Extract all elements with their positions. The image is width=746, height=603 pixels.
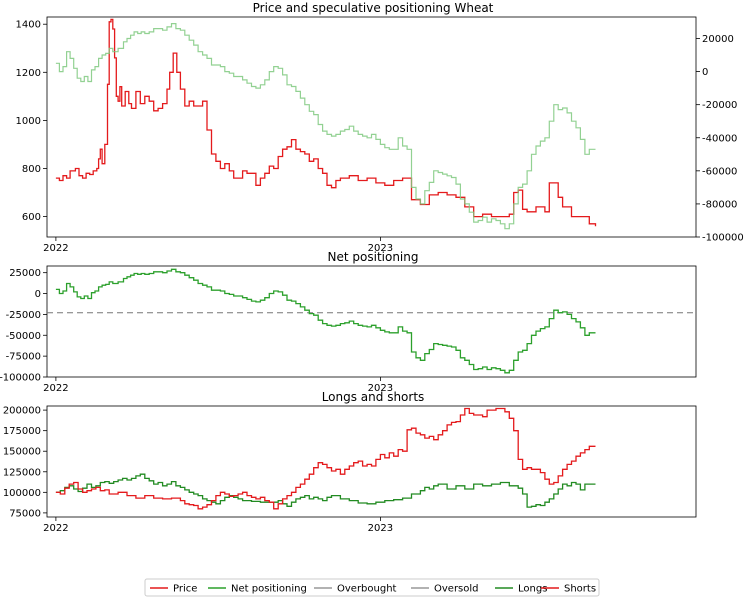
legend-entry-oversold: Oversold [411, 584, 479, 595]
y-tick-label: 1000 [16, 116, 41, 127]
x-tick-label: 2022 [43, 523, 68, 534]
y-tick-label: 25000 [9, 268, 41, 279]
y-tick-label: 800 [22, 164, 41, 175]
y2-tick-label: 20000 [702, 34, 734, 45]
y2-tick-label: -20000 [702, 100, 737, 111]
y-tick-label: 1200 [16, 68, 41, 79]
series-line-net-positioning [55, 268, 596, 374]
y2-axis-ticks: -100000 -80000 -60000 -40000 -20000 0 20000 [696, 34, 744, 244]
y2-tick-label: -60000 [702, 166, 737, 177]
legend: Price Net positioning Overbought Oversold Lo… [144, 578, 600, 597]
y-tick-label: 150000 [3, 447, 41, 458]
chart-longs-shorts: Longs and shorts 75000 100000 125000 150000… [3, 390, 697, 534]
y-tick-label: 600 [22, 212, 41, 223]
y-tick-label: 200000 [3, 406, 41, 417]
x-axis-ticks: 2022 2023 [43, 517, 393, 534]
y-axis-ticks: 75000 100000 125000 150000 175000 200000 [3, 406, 47, 519]
x-tick-label: 2023 [368, 383, 393, 394]
y-tick-label: 1400 [16, 20, 41, 31]
chart-title: Longs and shorts [322, 390, 425, 404]
legend-entry-net-positioning: Net positioning [208, 584, 307, 595]
x-tick-label: 2023 [368, 243, 393, 254]
y2-tick-label: -100000 [702, 233, 744, 244]
y-tick-label: -100000 [0, 373, 41, 384]
legend-entry-shorts: Shorts [541, 584, 596, 595]
series-line-shorts [55, 407, 596, 510]
legend-label: Net positioning [231, 584, 307, 595]
y-tick-label: 0 [35, 289, 41, 300]
chart-net-positioning: Net positioning -100000 -75000 -50000 -2500… [0, 250, 697, 394]
legend-entry-longs: Longs [495, 584, 547, 595]
y-tick-label: 75000 [9, 508, 41, 519]
y2-tick-label: -40000 [702, 133, 737, 144]
legend-label: Shorts [564, 584, 596, 595]
series-line-longs [55, 473, 596, 508]
y-tick-label: -25000 [6, 310, 41, 321]
legend-label: Longs [518, 584, 547, 595]
series-group [55, 268, 596, 374]
y-tick-label: -50000 [6, 331, 41, 342]
y-tick-label: 125000 [3, 467, 41, 478]
legend-frame [144, 578, 600, 597]
chart-title: Net positioning [328, 250, 419, 264]
y-axis-ticks: -100000 -75000 -50000 -25000 0 25000 [0, 268, 47, 384]
series-group [55, 407, 596, 510]
y2-tick-label: 0 [702, 67, 708, 78]
y-axis-ticks: 600 800 1000 1200 1400 [16, 20, 47, 223]
x-tick-label: 2023 [368, 523, 393, 534]
y2-tick-label: -80000 [702, 199, 737, 210]
legend-label: Price [173, 584, 197, 595]
legend-label: Oversold [434, 584, 479, 595]
series-group [55, 18, 597, 230]
x-axis-ticks: 2022 2023 [43, 237, 393, 254]
chart-title: Price and speculative positioning Wheat [253, 1, 494, 15]
x-tick-label: 2022 [43, 243, 68, 254]
plot-frame [46, 265, 697, 378]
legend-entry-overbought: Overbought [314, 584, 397, 595]
y-tick-label: 100000 [3, 488, 41, 499]
plot-frame [46, 16, 697, 238]
y-tick-label: 175000 [3, 426, 41, 437]
series-line-price [55, 18, 597, 227]
legend-entry-price: Price [150, 584, 197, 595]
x-axis-ticks: 2022 2023 [43, 377, 393, 394]
series-line-net-positioning [55, 23, 596, 230]
x-tick-label: 2022 [43, 383, 68, 394]
legend-label: Overbought [337, 584, 397, 595]
plot-frame [46, 405, 697, 518]
y-tick-label: -75000 [6, 352, 41, 363]
chart-price-positioning: Price and speculative positioning Wheat … [16, 1, 744, 254]
